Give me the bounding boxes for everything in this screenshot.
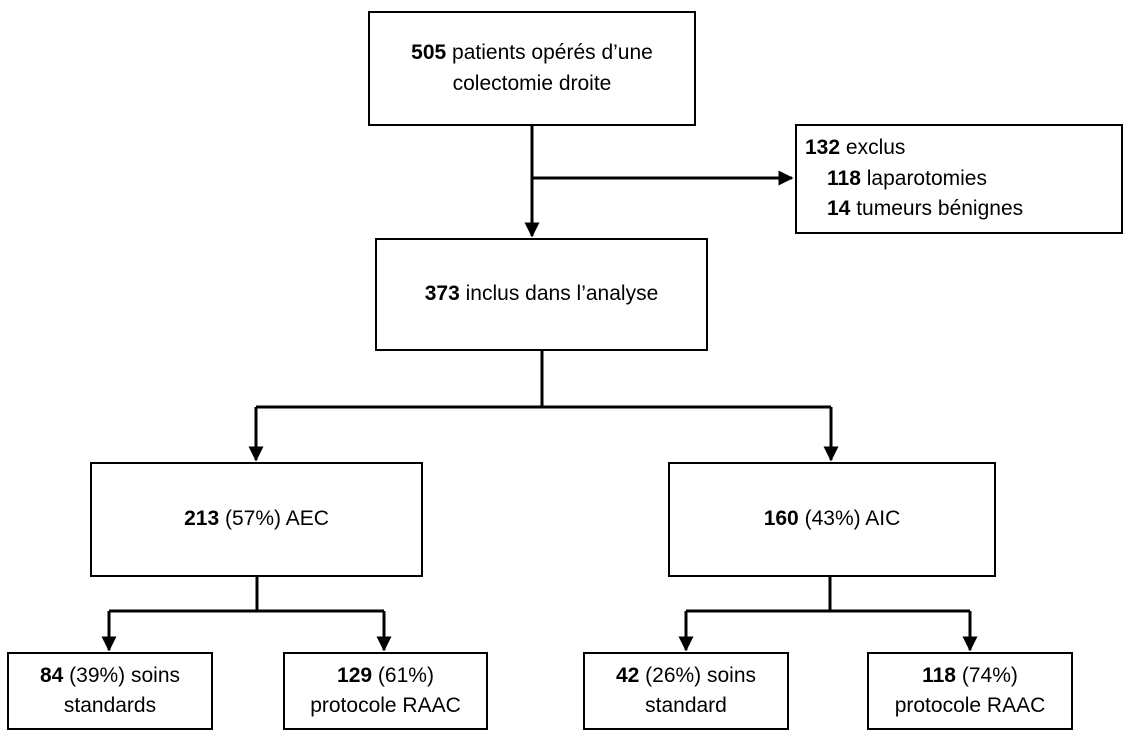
node-aec-raac-line1: 129 (61%) (337, 663, 434, 687)
node-aic-std: 42 (26%) soins standard (583, 652, 789, 730)
node-aec-raac-line2: protocole RAAC (310, 694, 461, 717)
node-aic-raac-line2: protocole RAAC (894, 694, 1046, 717)
node-excluded-item: 14 tumeurs bénignes (827, 197, 1024, 221)
node-aec-text: 213 (57%) AEC (184, 507, 329, 531)
node-start: 505 patients opérés d’une colectomie dro… (368, 11, 696, 126)
node-aec-std: 84 (39%) soins standards (7, 652, 213, 730)
node-excluded-item: 118 laparotomies (827, 166, 987, 190)
node-start-line2: colectomie droite (452, 71, 612, 95)
node-excluded-title: 132 exclus (805, 136, 906, 160)
node-start-line1: 505 patients opérés d’une (411, 41, 653, 65)
node-excluded: 132 exclus 118 laparotomies 14 tumeurs b… (795, 124, 1123, 234)
node-aic: 160 (43%) AIC (668, 462, 996, 577)
node-aic-std-line2: standard (645, 694, 727, 717)
node-aic-std-line1: 42 (26%) soins (615, 663, 757, 687)
node-aec-raac: 129 (61%) protocole RAAC (283, 652, 488, 730)
node-included-text: 373 inclus dans l’analyse (424, 282, 659, 306)
node-included: 373 inclus dans l’analyse (375, 238, 708, 351)
node-aec-std-line1: 84 (39%) soins (39, 663, 181, 687)
node-aec-std-line2: standards (63, 694, 157, 717)
node-aec: 213 (57%) AEC (90, 462, 423, 577)
node-aic-raac-line1: 118 (74%) (922, 663, 1018, 687)
node-aic-raac: 118 (74%) protocole RAAC (867, 652, 1073, 730)
node-aic-text: 160 (43%) AIC (763, 507, 901, 531)
